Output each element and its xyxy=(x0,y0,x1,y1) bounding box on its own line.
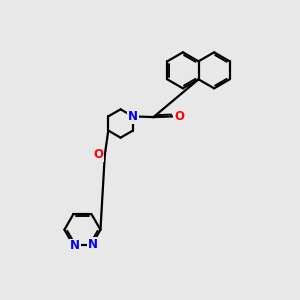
Text: N: N xyxy=(70,239,80,253)
Text: N: N xyxy=(128,110,138,123)
Text: O: O xyxy=(174,110,184,123)
Text: N: N xyxy=(88,238,98,251)
Text: O: O xyxy=(93,148,103,161)
